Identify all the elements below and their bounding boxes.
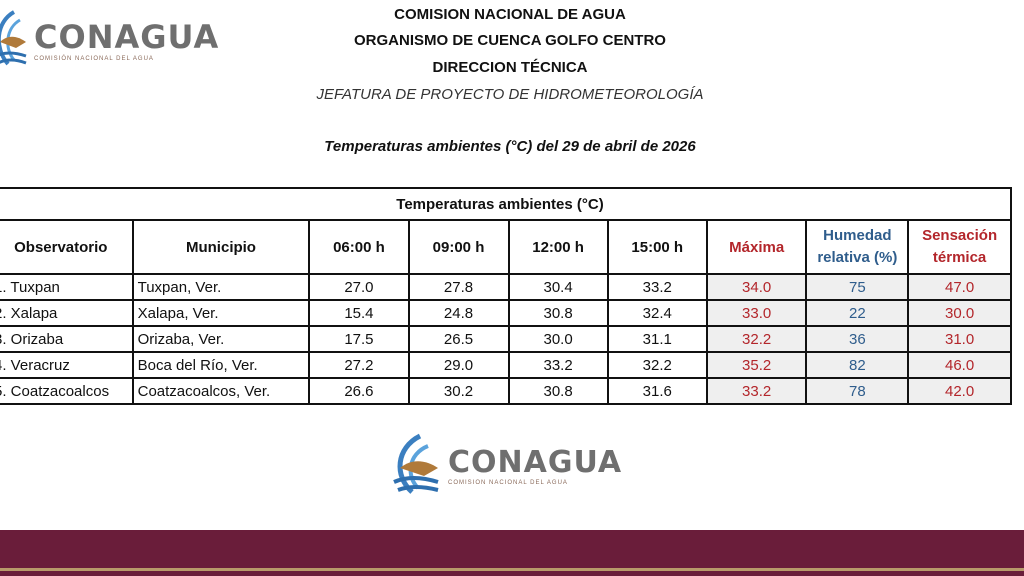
table-row: 1. Tuxpan Tuxpan, Ver. 27.0 27.8 30.4 33.2 34.… (0, 273, 1012, 301)
table-cell: 47.0 (907, 273, 1012, 301)
table-cell: 33.2 (507, 351, 609, 379)
table-cell: 36 (805, 325, 910, 353)
table-cell: 26.5 (407, 325, 510, 353)
table-cell: 29.0 (407, 351, 510, 379)
table-cell: 78 (805, 377, 910, 405)
table-cell: Boca del Río, Ver. (131, 351, 311, 379)
table-cell: 30.0 (907, 299, 1012, 327)
table-cell: 4. Veracruz (0, 351, 134, 379)
table-cell: Tuxpan, Ver. (131, 273, 311, 301)
table-cell: 33.2 (606, 273, 708, 301)
table-cell: 42.0 (907, 377, 1012, 405)
table-cell: 27.2 (308, 351, 410, 379)
column-header: 15:00 h (606, 219, 708, 275)
logo-icon (0, 10, 27, 66)
temperature-table: Temperaturas ambientes (°C) Observatorio… (0, 187, 1012, 405)
table-head: Temperaturas ambientes (°C) Observatorio… (0, 187, 1012, 275)
table-cell: 27.8 (407, 273, 510, 301)
column-header: Humedad relativa (%) (805, 219, 910, 275)
header-line: JEFATURA DE PROYECTO DE HIDROMETEOROLOGÍ… (316, 86, 704, 103)
footer-stripe (0, 568, 1024, 571)
header-line: ORGANISMO DE CUENCA GOLFO CENTRO (354, 32, 666, 49)
logo-subtext: COMISIÓN NACIONAL DEL AGUA (34, 56, 154, 62)
table-cell: 27.0 (308, 273, 410, 301)
table-cell: 1. Tuxpan (0, 273, 134, 301)
table-cell: 32.2 (705, 325, 808, 353)
table-row: 4. Veracruz Boca del Río, Ver. 27.2 29.0 33.… (0, 351, 1012, 379)
table-cell: 31.0 (907, 325, 1012, 353)
table-cell: 75 (805, 273, 910, 301)
table-cell: 15.4 (308, 299, 410, 327)
logo-text: CONAGUA (448, 444, 623, 480)
table-cell: 30.0 (507, 325, 609, 353)
caption-row: Temperaturas ambientes (°C) (0, 187, 1012, 221)
column-row: Observatorio Municipio 06:00 h 09:00 h 12:00… (0, 219, 1012, 275)
table-cell: 30.4 (507, 273, 609, 301)
column-header: 06:00 h (308, 219, 410, 275)
table-cell: 33.0 (705, 299, 808, 327)
table-cell: 31.1 (606, 325, 708, 353)
table-cell: 17.5 (308, 325, 410, 353)
column-header: Sensación térmica (907, 219, 1012, 275)
table-cell: 3. Orizaba (0, 325, 134, 353)
table-cell: 26.6 (308, 377, 410, 405)
logo-text: CONAGUA (34, 18, 220, 56)
table-body: 1. Tuxpan Tuxpan, Ver. 27.0 27.8 30.4 33.2 34.… (0, 273, 1012, 405)
table-cell: Xalapa, Ver. (131, 299, 311, 327)
table-cell: 30.8 (507, 377, 609, 405)
table-caption: Temperaturas ambientes (°C) (0, 187, 1012, 221)
table-cell: 34.0 (705, 273, 808, 301)
logo-subtext: COMISION NACIONAL DEL AGUA (448, 479, 568, 486)
table-cell: 32.4 (606, 299, 708, 327)
logo-bottom: CONAGUA COMISION NACIONAL DEL AGUA (390, 432, 622, 498)
table-cell: 82 (805, 351, 910, 379)
subtitle: Temperaturas ambientes (°C) del 29 de ab… (324, 138, 696, 155)
column-header: 09:00 h (407, 219, 510, 275)
table-cell: 35.2 (705, 351, 808, 379)
table-cell: 31.6 (606, 377, 708, 405)
logo-icon (393, 433, 439, 494)
column-header: Máxima (705, 219, 808, 275)
table-cell: 24.8 (407, 299, 510, 327)
logo-top: CONAGUA COMISIÓN NACIONAL DEL AGUA (0, 8, 219, 72)
column-header: Municipio (131, 219, 311, 275)
table-row: 2. Xalapa Xalapa, Ver. 15.4 24.8 30.8 32.4 33.… (0, 299, 1012, 327)
table-cell: 30.8 (507, 299, 609, 327)
table-cell: 22 (805, 299, 910, 327)
column-header: Observatorio (0, 219, 134, 275)
table-cell: Orizaba, Ver. (131, 325, 311, 353)
table-cell: 46.0 (907, 351, 1012, 379)
table-row: 3. Orizaba Orizaba, Ver. 17.5 26.5 30.0 31.1 3… (0, 325, 1012, 353)
table-cell: 32.2 (606, 351, 708, 379)
table-cell: Coatzacoalcos, Ver. (131, 377, 311, 405)
column-header: 12:00 h (507, 219, 609, 275)
table-row: 5. Coatzacoalcos Coatzacoalcos, Ver. 26.6 3… (0, 377, 1012, 405)
header-line: DIRECCION TÉCNICA (432, 59, 588, 76)
table-cell: 5. Coatzacoalcos (0, 377, 134, 405)
table-cell: 30.2 (407, 377, 510, 405)
table-cell: 33.2 (705, 377, 808, 405)
header-line: COMISION NACIONAL DE AGUA (394, 6, 626, 23)
table-cell: 2. Xalapa (0, 299, 134, 327)
